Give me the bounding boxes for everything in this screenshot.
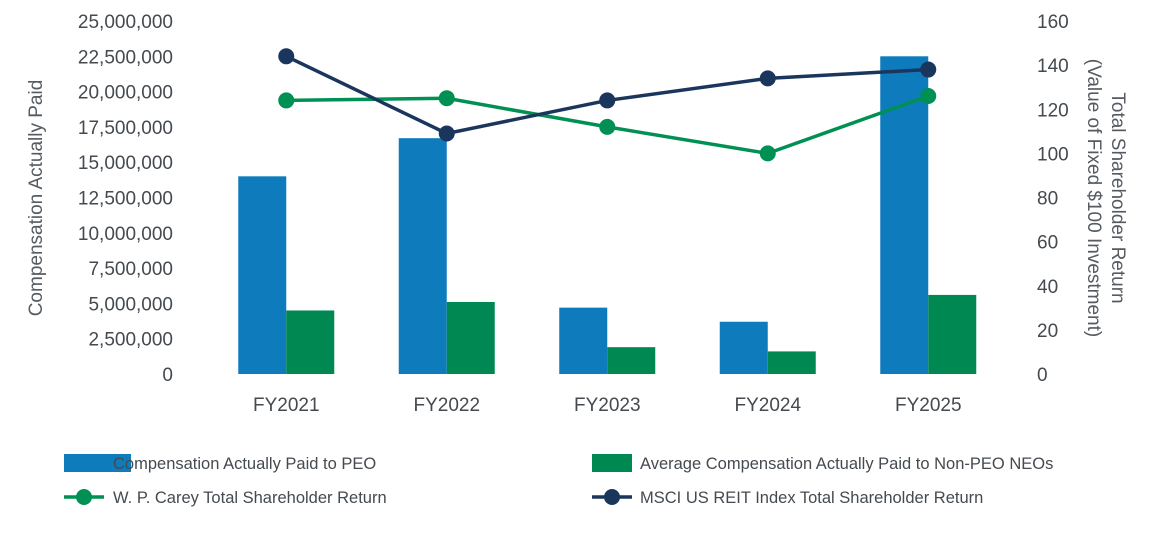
bar-compensation-actually-paid-to-peo-fy2024	[719, 321, 768, 374]
category-labels: FY2021 FY2022 FY2023 FY2024 FY2025	[253, 395, 962, 416]
right-axis-title-line1: Total Shareholder Return	[1107, 92, 1128, 303]
bar-compensation-actually-paid-to-peo-fy2021	[238, 176, 287, 374]
legend-marker-msci	[604, 489, 620, 505]
left-tick-label: 10,000,000	[78, 224, 173, 245]
bar-average-compensation-actually-paid-to-non-peo-neos-fy2021	[286, 310, 335, 374]
point-msci-us-reit-index-total-shareholder-return-fy2023	[599, 92, 616, 109]
bar-average-compensation-actually-paid-to-non-peo-neos-fy2023	[607, 347, 656, 374]
lines-layer	[278, 48, 937, 162]
category-label-fy2025: FY2025	[895, 395, 962, 416]
category-label-fy2024: FY2024	[734, 395, 801, 416]
legend-label-non-peo: Average Compensation Actually Paid to No…	[640, 455, 1053, 473]
legend-swatch-peo	[64, 454, 131, 472]
point-msci-us-reit-index-total-shareholder-return-fy2024	[759, 70, 776, 87]
right-axis-title-line2: (Value of Fixed $100 Investment)	[1083, 59, 1104, 337]
right-tick-label: 60	[1037, 233, 1058, 254]
right-axis-ticks: 0 20 40 60 80 100 120 140 160	[1037, 12, 1069, 386]
left-tick-label: 2,500,000	[88, 330, 173, 351]
point-msci-us-reit-index-total-shareholder-return-fy2021	[278, 48, 295, 65]
left-tick-label: 7,500,000	[88, 259, 173, 280]
right-tick-label: 160	[1037, 12, 1069, 33]
right-tick-label: 120	[1037, 100, 1069, 121]
point-msci-us-reit-index-total-shareholder-return-fy2025	[920, 61, 937, 78]
point-msci-us-reit-index-total-shareholder-return-fy2022	[438, 125, 455, 142]
bar-compensation-actually-paid-to-peo-fy2023	[559, 307, 608, 374]
left-axis-ticks: 0 2,500,000 5,000,000 7,500,000 10,000,000 12…	[78, 12, 173, 386]
left-tick-label: 25,000,000	[78, 12, 173, 33]
legend-label-wpc: W. P. Carey Total Shareholder Return	[113, 489, 387, 507]
right-tick-label: 80	[1037, 189, 1058, 210]
legend-marker-wpc	[76, 489, 92, 505]
left-tick-label: 20,000,000	[78, 83, 173, 104]
legend: Compensation Actually Paid to PEO Averag…	[64, 454, 1053, 507]
right-tick-label: 20	[1037, 321, 1058, 342]
left-tick-label: 5,000,000	[88, 294, 173, 315]
right-tick-label: 140	[1037, 56, 1069, 77]
bar-compensation-actually-paid-to-peo-fy2022	[398, 138, 447, 374]
point-w-p-carey-total-shareholder-return-fy2022	[438, 90, 455, 107]
bars-layer	[238, 56, 977, 375]
legend-label-msci: MSCI US REIT Index Total Shareholder Ret…	[640, 489, 983, 507]
right-tick-label: 100	[1037, 144, 1069, 165]
point-w-p-carey-total-shareholder-return-fy2025	[920, 88, 937, 105]
bar-average-compensation-actually-paid-to-non-peo-neos-fy2025	[928, 294, 977, 374]
right-tick-label: 40	[1037, 277, 1058, 298]
left-tick-label: 15,000,000	[78, 153, 173, 174]
left-tick-label: 17,500,000	[78, 118, 173, 139]
category-label-fy2023: FY2023	[574, 395, 641, 416]
legend-swatch-non-peo	[592, 454, 632, 472]
category-label-fy2022: FY2022	[413, 395, 480, 416]
bar-average-compensation-actually-paid-to-non-peo-neos-fy2024	[767, 351, 816, 374]
legend-label-peo: Compensation Actually Paid to PEO	[113, 455, 376, 473]
point-w-p-carey-total-shareholder-return-fy2021	[278, 92, 295, 109]
left-tick-label: 22,500,000	[78, 47, 173, 68]
point-w-p-carey-total-shareholder-return-fy2023	[599, 118, 616, 135]
point-w-p-carey-total-shareholder-return-fy2024	[759, 145, 776, 162]
right-tick-label: 0	[1037, 365, 1048, 386]
category-label-fy2021: FY2021	[253, 395, 320, 416]
bar-average-compensation-actually-paid-to-non-peo-neos-fy2022	[446, 301, 495, 374]
left-axis-title: Compensation Actually Paid	[26, 80, 47, 317]
left-tick-label: 12,500,000	[78, 189, 173, 210]
left-tick-label: 0	[162, 365, 173, 386]
